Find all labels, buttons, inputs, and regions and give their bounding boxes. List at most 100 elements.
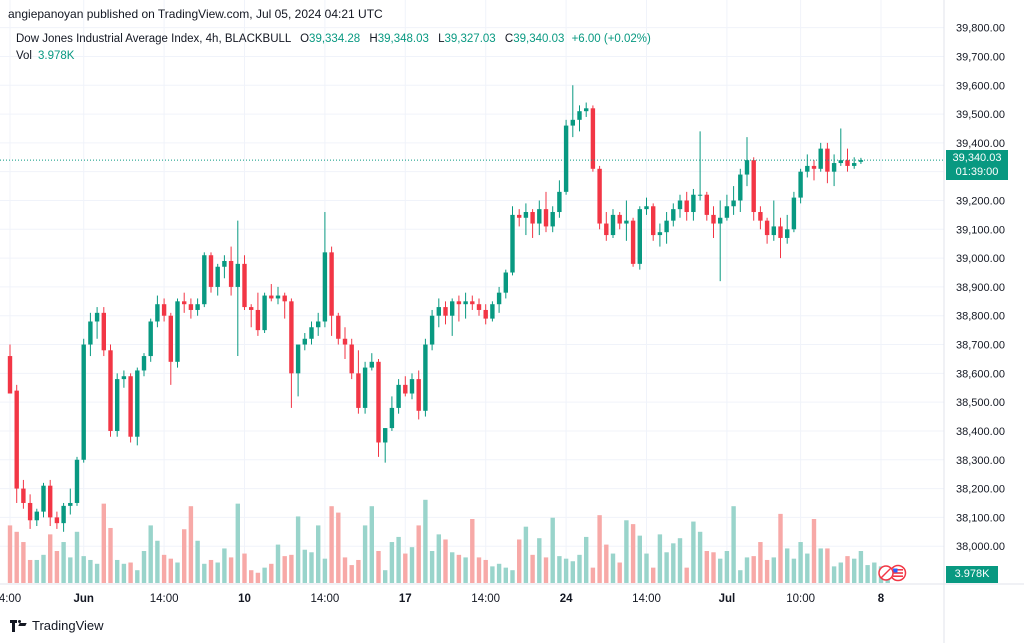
price-tick-label: 38,900.00 (956, 282, 1005, 294)
volume-bar (845, 556, 850, 583)
candle-body (302, 338, 307, 345)
volume-bar (537, 538, 542, 583)
volume-bar (54, 551, 60, 583)
volume-bar (858, 551, 864, 583)
candle-body (604, 223, 609, 236)
volume-bar (336, 512, 341, 583)
volume-bar (235, 503, 240, 583)
volume-bar (215, 562, 220, 583)
price-tick-label: 38,800.00 (956, 311, 1005, 323)
volume-legend[interactable]: Vol 3.978K (16, 50, 74, 62)
volume-bar (738, 570, 743, 583)
candle-body (108, 350, 113, 431)
volume-bar (409, 547, 415, 583)
volume-bar (691, 521, 696, 583)
candle-body (731, 200, 736, 207)
time-axis[interactable]: 4:00 Jun 14:00 10 14:00 17 14:00 24 14:00 Jul 10:0… (0, 593, 885, 605)
volume-bar (376, 551, 381, 583)
candle-body (664, 220, 669, 233)
candle-body (550, 212, 555, 227)
volume-bar (141, 551, 147, 583)
volume-bar (697, 531, 703, 583)
candle-body (242, 263, 247, 308)
volume-bar (208, 559, 214, 583)
symbol-title[interactable]: Dow Jones Industrial Average Index, 4h, … (16, 33, 291, 45)
volume-bar (778, 513, 783, 583)
volume-bar (563, 558, 569, 583)
volume-bar (168, 558, 173, 583)
volume-bar (155, 540, 160, 583)
volume-bar (865, 565, 870, 583)
volume-bar (450, 552, 455, 583)
volume-bar (490, 566, 495, 583)
volume-bar (463, 557, 468, 583)
volume-bar (228, 557, 234, 583)
candle-body (429, 315, 435, 345)
candle-body (362, 367, 368, 408)
candle-body (316, 321, 321, 328)
candle-body (396, 384, 401, 408)
price-axis[interactable]: 38,000.00 38,100.00 38,200.00 38,300.00 38,4… (956, 23, 1005, 554)
candle-body (61, 505, 66, 524)
volume-bar (630, 524, 636, 583)
candle-body (148, 321, 153, 357)
volume-bar (657, 534, 663, 583)
volume-bar (289, 554, 294, 583)
volume-bar (7, 525, 13, 583)
candle-body (825, 148, 830, 172)
time-tick-label: 14:00 (471, 593, 500, 605)
volume-bar (41, 554, 46, 583)
candle-body (309, 327, 314, 339)
candle-body (94, 312, 100, 322)
price-tick-label: 38,000.00 (956, 541, 1005, 553)
volume-bar (423, 499, 428, 583)
candle-body (657, 232, 663, 236)
volume-bar (329, 506, 334, 583)
time-tick-label: 14:00 (311, 593, 340, 605)
candle-body (463, 301, 468, 305)
volume-bar (135, 570, 140, 583)
candlesticks (7, 85, 864, 532)
candle-body (356, 373, 361, 408)
candle-body (651, 206, 656, 236)
volume-label: Vol (16, 50, 32, 62)
price-tick-label: 38,100.00 (956, 512, 1005, 524)
high-key: H (369, 33, 378, 45)
time-tick-label: 14:00 (150, 593, 179, 605)
price-tick-label: 39,800.00 (956, 23, 1005, 35)
candle-body (48, 485, 53, 518)
time-tick-label: 14:00 (632, 593, 661, 605)
candle-body (744, 160, 750, 175)
candle-body (195, 304, 200, 310)
candle-body (436, 307, 441, 316)
candle-body (470, 301, 475, 305)
volume-bar (456, 554, 462, 583)
candle-body (68, 502, 73, 506)
candle-body (21, 488, 26, 503)
volume-bar (684, 567, 689, 583)
volume-bar (872, 562, 877, 583)
volume-bar (202, 563, 207, 583)
price-tick-label: 39,400.00 (956, 138, 1005, 150)
price-tick-label: 38,600.00 (956, 368, 1005, 380)
candle-body (724, 206, 730, 218)
footer-brand[interactable]: TradingView (10, 618, 104, 633)
volume-bar (597, 515, 602, 583)
last-price-tag: 39,340.03 01:39:00 (946, 150, 1008, 180)
volume-bar (383, 570, 388, 583)
candle-body (785, 229, 790, 238)
candle-body (711, 214, 716, 224)
candle-body (88, 321, 93, 345)
time-tick-label: 10 (238, 593, 251, 605)
volume-bar (530, 554, 535, 583)
volume-bar (275, 544, 281, 583)
candle-body (496, 292, 502, 305)
volume-bar (195, 540, 200, 583)
series-legend[interactable]: Dow Jones Industrial Average Index, 4h, … (16, 33, 651, 45)
volume-bar (610, 553, 616, 583)
volume-bar (242, 553, 247, 583)
candle-body (537, 209, 542, 224)
candle-body (590, 108, 596, 169)
candle-body (282, 295, 287, 302)
